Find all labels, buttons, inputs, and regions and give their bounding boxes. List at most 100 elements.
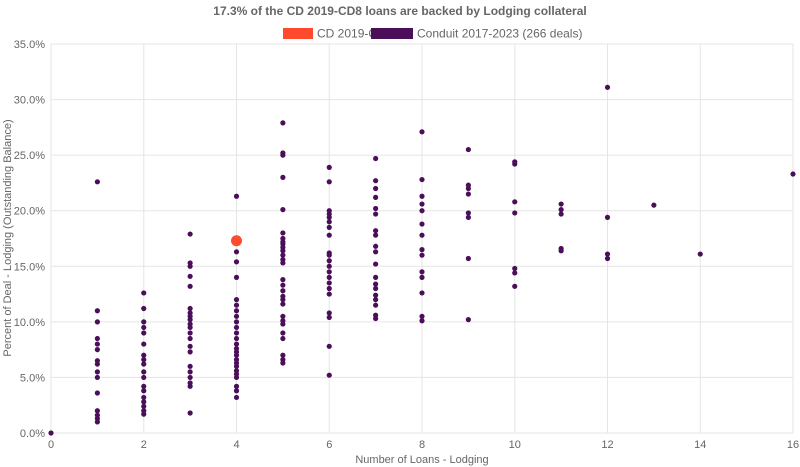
data-point[interactable] <box>604 214 611 220</box>
data-point[interactable] <box>141 411 147 417</box>
data-point[interactable] <box>373 228 379 234</box>
data-point[interactable] <box>280 248 286 254</box>
data-point[interactable] <box>419 221 425 227</box>
data-point[interactable] <box>141 341 147 347</box>
data-point[interactable] <box>233 249 240 255</box>
data-point[interactable] <box>280 152 286 158</box>
data-point[interactable] <box>233 259 240 265</box>
data-point[interactable] <box>326 274 332 280</box>
data-point[interactable] <box>558 201 564 207</box>
data-point[interactable] <box>558 211 564 217</box>
data-point[interactable] <box>326 291 332 297</box>
data-point[interactable] <box>187 363 193 369</box>
data-point[interactable] <box>326 263 332 269</box>
data-point[interactable] <box>373 211 379 217</box>
data-point[interactable] <box>187 349 193 355</box>
data-point[interactable] <box>141 352 147 358</box>
data-point[interactable] <box>512 199 518 205</box>
data-point[interactable] <box>233 394 240 401</box>
data-point[interactable] <box>280 260 286 266</box>
data-point[interactable] <box>141 357 147 363</box>
data-point[interactable] <box>512 283 518 289</box>
data-point[interactable] <box>419 269 425 275</box>
data-point[interactable] <box>419 290 425 296</box>
data-point[interactable] <box>373 261 379 267</box>
data-point[interactable] <box>280 330 286 336</box>
data-point[interactable] <box>141 305 147 312</box>
data-point[interactable] <box>141 290 147 296</box>
data-point[interactable] <box>233 313 240 319</box>
data-point[interactable] <box>233 274 240 280</box>
data-point[interactable] <box>141 330 147 336</box>
data-point[interactable] <box>326 372 332 378</box>
data-point[interactable] <box>326 280 332 286</box>
data-point[interactable] <box>187 374 193 381</box>
data-point[interactable] <box>280 252 286 258</box>
data-point[interactable] <box>326 164 332 170</box>
data-point[interactable] <box>465 317 471 323</box>
data-point[interactable] <box>233 374 240 381</box>
data-point[interactable] <box>141 383 147 389</box>
data-point[interactable] <box>373 297 379 303</box>
data-point[interactable] <box>465 185 471 192</box>
data-point[interactable] <box>419 193 425 199</box>
data-point[interactable] <box>419 129 425 135</box>
data-point[interactable] <box>280 297 286 303</box>
data-point[interactable] <box>419 232 425 238</box>
data-point[interactable] <box>373 232 379 238</box>
data-point[interactable] <box>187 324 193 331</box>
data-point[interactable] <box>326 219 332 225</box>
highlight-point[interactable] <box>231 235 242 247</box>
data-point[interactable] <box>373 185 379 192</box>
data-point[interactable] <box>604 255 611 262</box>
data-point[interactable] <box>465 214 471 220</box>
data-point[interactable] <box>94 419 100 425</box>
data-point[interactable] <box>233 297 240 303</box>
data-point[interactable] <box>233 324 240 331</box>
data-point[interactable] <box>233 341 240 347</box>
data-point[interactable] <box>233 383 240 389</box>
data-point[interactable] <box>419 247 425 253</box>
data-point[interactable] <box>326 179 332 185</box>
data-point[interactable] <box>141 361 147 367</box>
data-point[interactable] <box>465 255 471 262</box>
data-point[interactable] <box>141 388 147 394</box>
data-point[interactable] <box>373 302 379 308</box>
data-point[interactable] <box>465 146 471 153</box>
data-point[interactable] <box>187 343 193 349</box>
data-point[interactable] <box>697 251 703 257</box>
data-point[interactable] <box>141 403 147 409</box>
data-point[interactable] <box>141 369 147 375</box>
data-point[interactable] <box>326 252 332 258</box>
data-point[interactable] <box>373 285 379 292</box>
data-point[interactable] <box>48 430 54 436</box>
data-point[interactable] <box>651 202 657 208</box>
data-point[interactable] <box>373 292 379 298</box>
data-point[interactable] <box>280 230 286 236</box>
data-point[interactable] <box>465 210 471 216</box>
data-point[interactable] <box>280 301 286 307</box>
data-point[interactable] <box>373 274 379 280</box>
data-point[interactable] <box>326 314 332 321</box>
data-point[interactable] <box>373 281 379 287</box>
data-point[interactable] <box>233 308 240 314</box>
data-point[interactable] <box>233 330 240 336</box>
data-point[interactable] <box>94 347 100 353</box>
data-point[interactable] <box>373 194 379 200</box>
data-point[interactable] <box>326 269 332 275</box>
data-point[interactable] <box>558 248 564 254</box>
data-point[interactable] <box>187 283 193 289</box>
data-point[interactable] <box>141 399 147 405</box>
data-point[interactable] <box>373 249 379 255</box>
data-point[interactable] <box>604 251 611 257</box>
data-point[interactable] <box>187 330 193 336</box>
data-point[interactable] <box>94 390 100 396</box>
data-point[interactable] <box>280 360 286 366</box>
data-point[interactable] <box>280 277 286 283</box>
data-point[interactable] <box>187 273 193 279</box>
data-point[interactable] <box>94 408 100 414</box>
data-point[interactable] <box>233 388 240 394</box>
data-point[interactable] <box>280 174 286 180</box>
data-point[interactable] <box>326 214 332 220</box>
data-point[interactable] <box>94 369 100 375</box>
